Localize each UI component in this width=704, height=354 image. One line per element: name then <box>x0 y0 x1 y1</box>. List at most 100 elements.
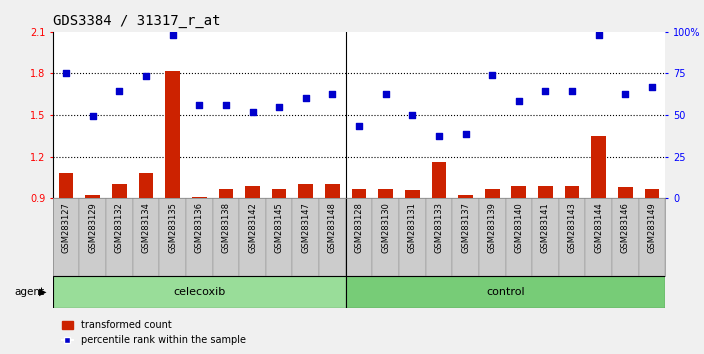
Bar <box>266 198 292 276</box>
Bar <box>618 187 633 198</box>
Bar <box>213 198 239 276</box>
Text: agent: agent <box>14 287 44 297</box>
Bar <box>586 198 612 276</box>
Point <box>247 109 258 115</box>
Point <box>194 103 205 108</box>
Point <box>433 133 444 139</box>
Text: GSM283143: GSM283143 <box>567 202 577 253</box>
Bar <box>132 198 159 276</box>
Text: GSM283130: GSM283130 <box>381 202 390 253</box>
Bar <box>538 186 553 198</box>
Text: GSM283129: GSM283129 <box>88 202 97 253</box>
Point <box>114 88 125 94</box>
Bar <box>399 198 426 276</box>
Bar <box>245 186 260 198</box>
Legend: transformed count, percentile rank within the sample: transformed count, percentile rank withi… <box>58 316 250 349</box>
Bar <box>165 71 180 198</box>
Point <box>140 73 151 79</box>
Point <box>593 32 604 38</box>
Bar <box>479 198 505 276</box>
Text: GSM283134: GSM283134 <box>142 202 151 253</box>
Text: GSM283146: GSM283146 <box>621 202 630 253</box>
Point <box>486 72 498 78</box>
Bar <box>192 197 206 198</box>
Point <box>540 88 551 94</box>
Bar <box>53 198 80 276</box>
Text: GSM283132: GSM283132 <box>115 202 124 253</box>
Point <box>353 123 365 129</box>
Point <box>300 96 311 101</box>
Text: GSM283147: GSM283147 <box>301 202 310 253</box>
Bar <box>639 198 665 276</box>
Point <box>460 132 471 137</box>
Bar <box>139 173 153 198</box>
Text: GSM283149: GSM283149 <box>648 202 656 253</box>
Bar <box>239 198 266 276</box>
Bar <box>565 186 579 198</box>
Point <box>61 71 72 76</box>
Text: GSM283131: GSM283131 <box>408 202 417 253</box>
Point <box>620 91 631 97</box>
Text: GSM283139: GSM283139 <box>488 202 497 253</box>
Text: control: control <box>486 287 524 297</box>
Point <box>407 112 418 118</box>
Text: GSM283148: GSM283148 <box>328 202 337 253</box>
Text: GSM283135: GSM283135 <box>168 202 177 253</box>
Bar <box>485 189 500 198</box>
Bar <box>532 198 559 276</box>
Bar <box>559 198 586 276</box>
Bar <box>645 189 659 198</box>
Bar <box>186 198 213 276</box>
Text: GSM283140: GSM283140 <box>515 202 523 253</box>
Bar <box>612 198 639 276</box>
Bar <box>218 189 233 198</box>
Text: ▶: ▶ <box>39 287 46 297</box>
Bar <box>85 195 100 198</box>
Bar <box>325 184 340 198</box>
Text: GSM283144: GSM283144 <box>594 202 603 253</box>
Text: GSM283138: GSM283138 <box>221 202 230 253</box>
Bar <box>512 186 526 198</box>
Point <box>567 88 578 94</box>
Bar <box>458 195 473 198</box>
Bar <box>159 198 186 276</box>
Bar <box>378 189 393 198</box>
Bar <box>405 190 420 198</box>
Bar <box>112 184 127 198</box>
Point <box>274 104 285 110</box>
Text: GSM283128: GSM283128 <box>355 202 363 253</box>
Bar <box>319 198 346 276</box>
Bar <box>298 184 313 198</box>
Bar <box>106 198 132 276</box>
Text: GSM283136: GSM283136 <box>195 202 203 253</box>
Bar <box>346 276 665 308</box>
Point <box>167 32 178 38</box>
Text: GSM283141: GSM283141 <box>541 202 550 253</box>
Bar <box>53 276 346 308</box>
Text: celecoxib: celecoxib <box>173 287 225 297</box>
Bar <box>80 198 106 276</box>
Bar <box>352 189 366 198</box>
Bar <box>59 173 73 198</box>
Bar <box>591 136 606 198</box>
Text: GSM283145: GSM283145 <box>275 202 284 253</box>
Point <box>87 114 99 119</box>
Bar <box>426 198 452 276</box>
Bar <box>372 198 399 276</box>
Bar <box>292 198 319 276</box>
Point <box>380 91 391 97</box>
Bar <box>452 198 479 276</box>
Text: GSM283127: GSM283127 <box>62 202 70 253</box>
Text: GSM283137: GSM283137 <box>461 202 470 253</box>
Point <box>513 98 524 104</box>
Bar <box>432 162 446 198</box>
Point <box>220 103 232 108</box>
Bar <box>505 198 532 276</box>
Bar <box>346 198 372 276</box>
Point <box>327 91 338 97</box>
Text: GDS3384 / 31317_r_at: GDS3384 / 31317_r_at <box>53 14 220 28</box>
Text: GSM283133: GSM283133 <box>434 202 444 253</box>
Point <box>646 85 658 90</box>
Text: GSM283142: GSM283142 <box>248 202 257 253</box>
Bar <box>272 189 287 198</box>
